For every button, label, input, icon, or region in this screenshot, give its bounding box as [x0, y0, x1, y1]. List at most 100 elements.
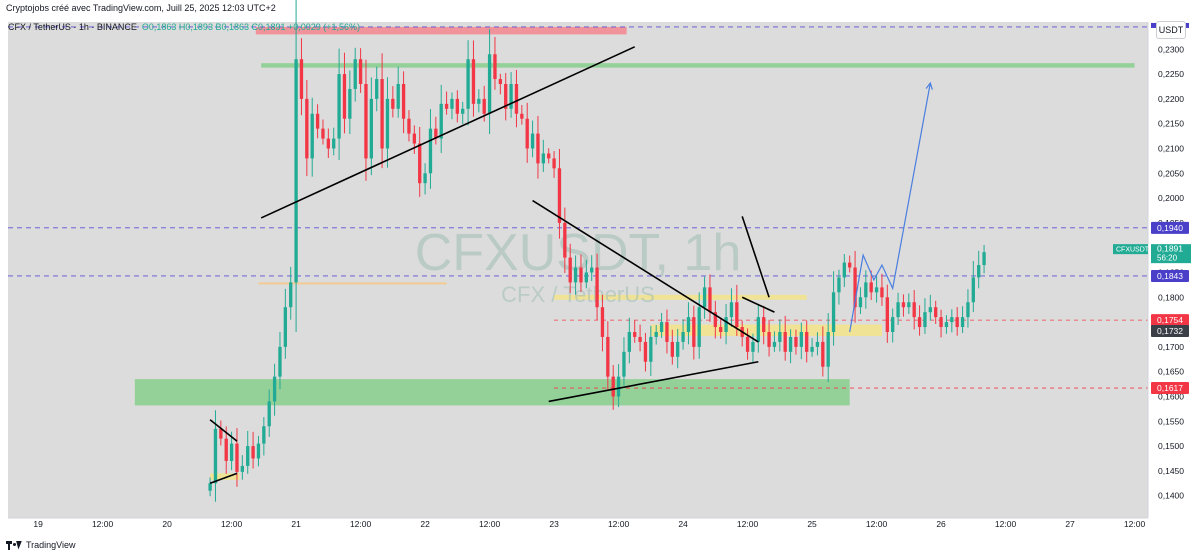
price-label: 0,1940: [1157, 223, 1183, 233]
candle: [380, 79, 384, 149]
candle: [885, 297, 889, 332]
x-tick-label: 21: [291, 519, 301, 529]
candle: [547, 153, 551, 159]
supply-zone: [255, 26, 627, 35]
candle: [590, 267, 594, 273]
mini-wedge-bottom[interactable]: [209, 472, 238, 485]
candle: [692, 317, 696, 347]
symbol-name: CFX / TetherUS · 1h · BINANCE: [8, 22, 137, 32]
small-flag-line[interactable]: [741, 216, 770, 298]
candle: [315, 113, 320, 129]
lower-demand-zone: [134, 379, 850, 406]
y-tick-label: 0,2150: [1158, 119, 1184, 129]
candle: [977, 265, 981, 278]
candle: [504, 84, 508, 109]
candle: [348, 88, 352, 119]
candle: [708, 287, 712, 313]
candle: [600, 307, 605, 337]
candle: [955, 317, 959, 328]
price-label: 0,1732: [1157, 326, 1183, 336]
candle: [950, 317, 954, 323]
candle: [213, 428, 218, 484]
watermark-name: CFX / TetherUS: [501, 282, 655, 307]
candle: [444, 103, 449, 109]
candle: [638, 336, 642, 342]
candle: [735, 302, 739, 328]
candle: [568, 257, 572, 283]
candle: [251, 446, 255, 459]
price-label-bg: [1151, 269, 1189, 282]
candle: [466, 59, 470, 109]
rising-wedge-line[interactable]: [260, 46, 636, 219]
candle: [487, 54, 492, 114]
chart-header: Cryptojobs créé avec TradingView.com, Ju…: [6, 3, 276, 13]
candle: [369, 98, 374, 159]
candle: [702, 287, 707, 308]
currency-button[interactable]: USDT: [1156, 21, 1186, 39]
plot-area-bg: [8, 22, 1148, 518]
candle: [358, 59, 363, 84]
candle: [767, 332, 771, 347]
candle: [616, 376, 621, 397]
candle: [772, 341, 777, 347]
candle: [321, 128, 325, 139]
candle: [563, 222, 567, 258]
candle: [928, 307, 932, 313]
x-tick-label: 25: [807, 519, 817, 529]
flag-lower-line[interactable]: [741, 296, 775, 313]
candle: [805, 332, 809, 352]
projection-path[interactable]: [849, 82, 931, 333]
candle: [810, 346, 814, 352]
candle: [434, 128, 438, 139]
candle: [278, 346, 282, 377]
candle: [681, 332, 685, 342]
candle: [418, 143, 422, 184]
candle: [471, 59, 476, 104]
candle: [461, 108, 465, 114]
rising-support-line[interactable]: [548, 360, 759, 403]
symbol-legend[interactable]: CFX / TetherUS · 1h · BINANCE O0,1863 H0…: [8, 22, 360, 32]
x-tick-label: 12:00: [737, 519, 759, 529]
price-label: 0,1754: [1157, 315, 1183, 325]
candle: [891, 317, 895, 332]
candle: [751, 341, 755, 352]
candle: [364, 84, 368, 159]
candle: [934, 307, 938, 318]
price-label-bg: [1151, 382, 1189, 395]
y-tick-label: 0,2000: [1158, 193, 1184, 203]
candle: [762, 317, 766, 332]
candle: [917, 317, 922, 328]
candle: [428, 128, 433, 174]
candle: [229, 443, 234, 461]
y-tick-label: 0,2250: [1158, 69, 1184, 79]
candle: [552, 158, 556, 169]
projection-arrowhead: [925, 81, 933, 90]
mini-wedge-top[interactable]: [209, 419, 238, 442]
candle: [353, 59, 357, 89]
x-tick-label: 12:00: [221, 519, 243, 529]
descending-line[interactable]: [532, 199, 759, 343]
candle: [396, 84, 400, 109]
candle: [643, 341, 648, 362]
candle: [939, 317, 943, 328]
candle: [654, 332, 658, 337]
candle: [455, 98, 460, 114]
candle: [788, 336, 793, 352]
candle: [713, 312, 717, 328]
candle: [299, 59, 304, 99]
candle: [633, 332, 637, 337]
candle: [864, 282, 868, 298]
candle: [557, 168, 562, 223]
candle: [305, 98, 309, 159]
candle: [256, 443, 261, 459]
candle: [579, 267, 583, 283]
y-tick-label: 0,2300: [1158, 44, 1184, 54]
candle: [412, 133, 417, 144]
x-tick-label: 12:00: [995, 519, 1017, 529]
watermark-ticker: CFXUSDT, 1h: [415, 224, 742, 282]
candle: [794, 336, 798, 347]
candle: [283, 307, 288, 347]
candle: [326, 138, 331, 149]
x-tick-label: 23: [549, 519, 559, 529]
